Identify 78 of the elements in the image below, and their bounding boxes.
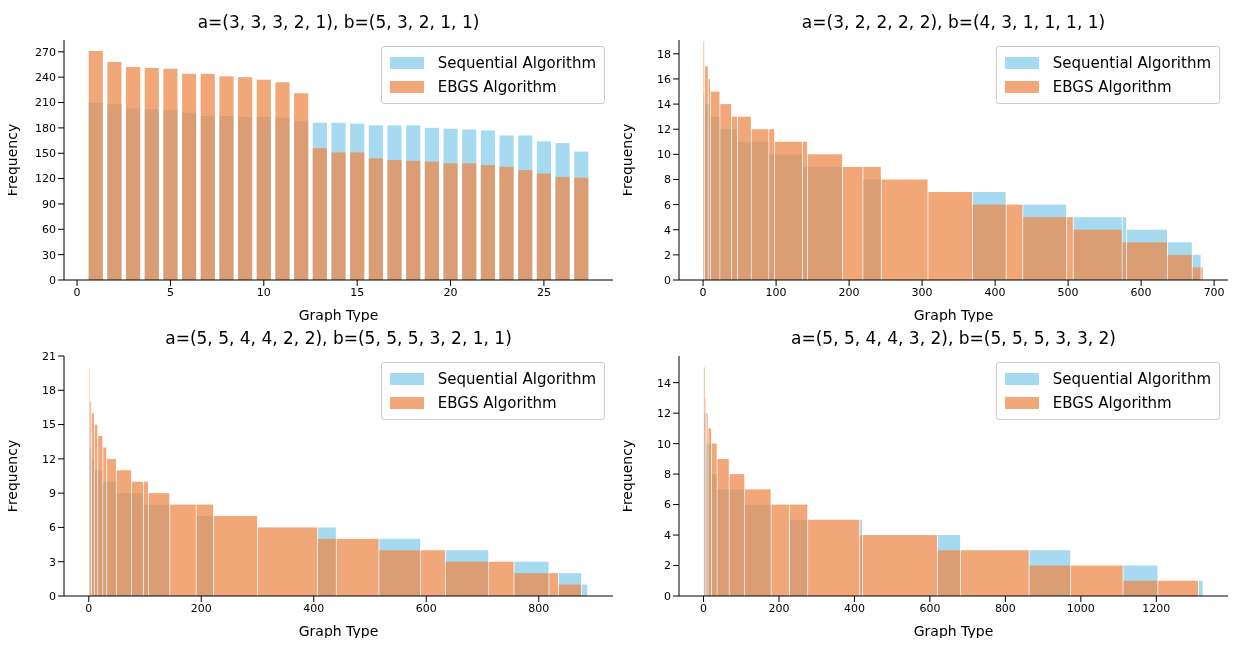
y-tick-label: 18 (42, 384, 56, 398)
y-tick-label: 3 (49, 555, 56, 569)
x-tick-label: 0 (700, 601, 708, 615)
y-tick-label: 12 (42, 452, 56, 466)
x-tick-label: 0 (699, 285, 707, 299)
y-tick-label: 240 (35, 71, 56, 85)
y-tick-label: 0 (49, 589, 56, 603)
x-axis-title: Graph Type (298, 307, 379, 323)
legend-label: EBGS Algorithm (1052, 78, 1172, 96)
x-tick-label: 100 (765, 285, 787, 299)
x-tick-label: 20 (443, 285, 458, 299)
x-tick-label: 10 (256, 285, 271, 299)
x-tick-label: 200 (768, 601, 790, 615)
y-tick-label: 6 (664, 198, 671, 212)
y-tick-label: 14 (657, 376, 671, 390)
y-tick-label: 2 (664, 248, 671, 262)
x-axis-title: Graph Type (913, 623, 994, 639)
x-tick-label: 800 (528, 601, 550, 615)
y-tick-label: 4 (664, 528, 671, 542)
legend-label: Sequential Algorithm (437, 370, 596, 388)
chart-title: a=(3, 2, 2, 2, 2), b=(4, 3, 1, 1, 1, 1) (800, 11, 1107, 34)
x-tick-label: 600 (415, 601, 437, 615)
y-tick-label: 120 (35, 172, 56, 186)
x-tick-label: 1200 (1142, 601, 1171, 615)
x-tick-label: 200 (838, 285, 860, 299)
y-tick-label: 0 (49, 273, 56, 287)
legend-label: Sequential Algorithm (1052, 54, 1211, 72)
x-tick-label: 500 (1057, 285, 1079, 299)
legend-label: Sequential Algorithm (437, 54, 596, 72)
x-tick-label: 300 (911, 285, 933, 299)
legend-label: EBGS Algorithm (1052, 394, 1172, 412)
x-tick-label: 25 (536, 285, 551, 299)
y-tick-label: 270 (35, 45, 56, 59)
x-tick-label: 400 (843, 601, 865, 615)
y-tick-label: 10 (657, 148, 671, 162)
x-tick-label: 600 (1130, 285, 1152, 299)
y-tick-label: 21 (42, 349, 56, 363)
y-tick-label: 180 (35, 121, 56, 135)
legend-label: EBGS Algorithm (437, 394, 557, 412)
x-tick-label: 700 (1203, 285, 1225, 299)
y-tick-label: 12 (657, 123, 671, 137)
y-tick-label: 14 (657, 97, 671, 111)
x-tick-label: 200 (190, 601, 212, 615)
y-tick-label: 10 (657, 437, 671, 451)
y-tick-label: 60 (42, 223, 56, 237)
y-tick-label: 90 (42, 197, 56, 211)
chart-title: a=(3, 3, 3, 2, 1), b=(5, 3, 2, 1, 1) (196, 11, 481, 34)
chart-title: a=(5, 5, 4, 4, 3, 2), b=(5, 5, 5, 3, 3, 2) (790, 327, 1117, 350)
x-tick-label: 400 (984, 285, 1006, 299)
y-tick-label: 0 (664, 589, 671, 603)
y-tick-label: 150 (35, 147, 56, 161)
y-tick-label: 12 (657, 407, 671, 421)
y-tick-label: 15 (42, 418, 56, 432)
y-tick-label: 8 (664, 468, 671, 481)
x-tick-label: 600 (919, 601, 941, 615)
y-tick-label: 2 (664, 559, 671, 573)
x-tick-label: 5 (166, 285, 174, 299)
y-tick-label: 6 (49, 521, 56, 535)
y-tick-label: 16 (657, 72, 671, 86)
legend-label: Sequential Algorithm (1052, 370, 1211, 388)
y-tick-label: 6 (664, 498, 671, 512)
y-tick-label: 210 (35, 96, 56, 110)
x-tick-label: 400 (303, 601, 325, 615)
x-axis-title: Graph Type (913, 307, 994, 323)
x-tick-label: 800 (994, 601, 1016, 615)
x-axis-title: Graph Type (298, 623, 379, 639)
legend-label: EBGS Algorithm (437, 78, 557, 96)
chart-title: a=(5, 5, 4, 4, 2, 2), b=(5, 5, 5, 3, 2, 1, 1) (165, 328, 512, 348)
x-tick-label: 15 (350, 285, 365, 299)
y-tick-label: 9 (49, 487, 56, 501)
x-tick-label: 1000 (1066, 601, 1095, 615)
y-tick-label: 4 (664, 223, 671, 237)
y-tick-label: 0 (664, 273, 671, 287)
y-tick-label: 18 (657, 47, 671, 61)
y-tick-label: 8 (664, 173, 671, 187)
y-tick-label: 30 (42, 248, 56, 262)
x-tick-label: 0 (85, 601, 93, 615)
x-tick-label: 0 (73, 285, 81, 299)
